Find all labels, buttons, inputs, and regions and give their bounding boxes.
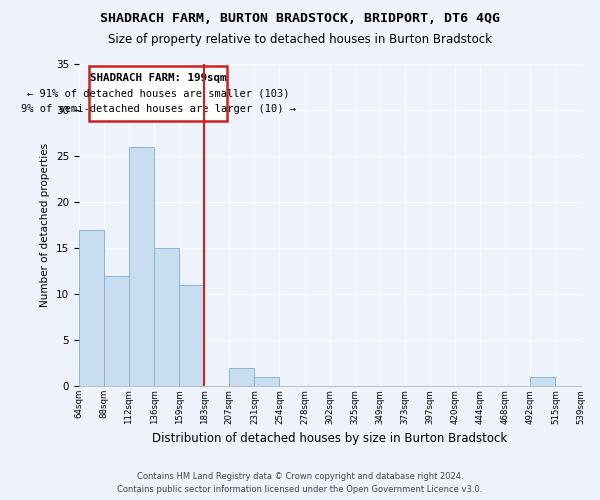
Bar	[229, 368, 254, 386]
Text: SHADRACH FARM, BURTON BRADSTOCK, BRIDPORT, DT6 4QG: SHADRACH FARM, BURTON BRADSTOCK, BRIDPOR…	[100, 12, 500, 26]
Text: Contains HM Land Registry data © Crown copyright and database right 2024.
Contai: Contains HM Land Registry data © Crown c…	[118, 472, 482, 494]
Bar	[254, 377, 280, 386]
Bar	[104, 276, 129, 386]
FancyBboxPatch shape	[89, 66, 227, 121]
Y-axis label: Number of detached properties: Number of detached properties	[40, 143, 50, 307]
Bar	[129, 147, 154, 386]
Text: 9% of semi-detached houses are larger (10) →: 9% of semi-detached houses are larger (1…	[21, 104, 296, 115]
Text: ← 91% of detached houses are smaller (103): ← 91% of detached houses are smaller (10…	[27, 89, 290, 99]
Text: SHADRACH FARM: 199sqm: SHADRACH FARM: 199sqm	[90, 73, 227, 83]
Bar	[79, 230, 104, 386]
Bar	[179, 285, 204, 386]
X-axis label: Distribution of detached houses by size in Burton Bradstock: Distribution of detached houses by size …	[152, 432, 507, 445]
Text: Size of property relative to detached houses in Burton Bradstock: Size of property relative to detached ho…	[108, 32, 492, 46]
Bar	[530, 377, 556, 386]
Bar	[154, 248, 179, 386]
